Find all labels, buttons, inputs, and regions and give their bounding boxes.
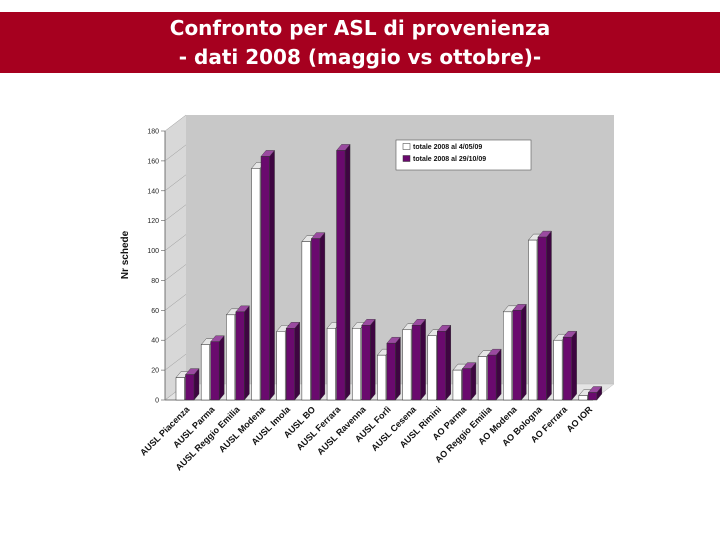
- bar-series2-side: [319, 232, 326, 401]
- slide-header: Confronto per ASL di provenienza - dati …: [0, 12, 720, 73]
- y-tick-label: 80: [151, 278, 159, 285]
- bar-series2-side: [445, 324, 451, 401]
- bar-series2-side: [370, 318, 376, 401]
- bar-series1-face: [301, 241, 311, 401]
- y-tick-label: 180: [147, 129, 159, 136]
- bar-series1-face: [477, 356, 487, 401]
- bar-series2-face: [285, 328, 295, 401]
- bar-series2-side: [546, 230, 552, 401]
- bar-series1-face: [226, 314, 236, 401]
- y-tick-label: 20: [151, 368, 159, 375]
- bar-series2: [285, 321, 301, 401]
- gridline-diagonal: [164, 324, 187, 341]
- bar-series1-face: [326, 328, 336, 401]
- bar-series2-side: [294, 321, 300, 401]
- bar-series2-side: [521, 303, 527, 401]
- y-tick-label: 120: [147, 218, 159, 225]
- bar-series2-side: [344, 143, 351, 401]
- bar-series2-face: [235, 311, 245, 401]
- gridline-diagonal: [164, 204, 187, 221]
- y-tick-label: 40: [151, 338, 159, 345]
- bar-series1-face: [452, 369, 462, 401]
- slide-title-line1: Confronto per ASL di provenienza: [169, 16, 551, 40]
- bar-series1-face: [251, 168, 261, 401]
- legend-box: [395, 139, 532, 171]
- gridline-diagonal: [164, 174, 187, 191]
- bar-series2-face: [562, 336, 572, 401]
- gridline-diagonal: [164, 294, 187, 311]
- legend-swatch: [402, 155, 411, 162]
- bar-series2: [436, 324, 452, 401]
- gridline-diagonal: [164, 144, 187, 162]
- bar-series2-face: [311, 238, 321, 401]
- bar-series2: [260, 149, 275, 401]
- bar-series2: [210, 335, 225, 401]
- gridline-diagonal: [164, 114, 187, 132]
- bar-series2: [361, 318, 376, 401]
- bar-series2: [386, 336, 401, 401]
- chart-side-wall: [165, 115, 186, 400]
- bar-series1-face: [351, 328, 361, 401]
- bar-series1-face: [377, 354, 387, 401]
- bar-series1-face: [427, 335, 437, 401]
- legend-swatch: [402, 143, 411, 150]
- y-tick-label: 160: [147, 158, 159, 165]
- bar-series2: [310, 232, 326, 401]
- bar-series2-face: [588, 392, 598, 401]
- bar-series2-face: [411, 325, 421, 401]
- gridline-diagonal: [164, 353, 187, 371]
- bar-series2-face: [361, 325, 371, 401]
- bar-series2-side: [269, 149, 275, 401]
- y-tick-label: 60: [151, 308, 159, 315]
- bar-series2-side: [420, 318, 426, 401]
- bar-series2-face: [512, 310, 522, 401]
- legend-label: totale 2008 al 4/05/09: [413, 144, 482, 151]
- legend-label: totale 2008 al 29/10/09: [413, 156, 486, 163]
- bar-series1-face: [553, 339, 563, 401]
- gridline-diagonal: [164, 264, 187, 281]
- slide-title-line2: - dati 2008 (maggio vs ottobre)-: [178, 45, 542, 69]
- bar-series2-face: [386, 342, 396, 401]
- bar-series1-face: [200, 344, 210, 401]
- bar-series1-face: [503, 311, 513, 401]
- y-tick-label: 140: [147, 188, 159, 195]
- bar-series2: [462, 362, 477, 401]
- bar-series2: [537, 230, 552, 401]
- bar-series2-side: [495, 348, 502, 401]
- bar-series1-face: [276, 331, 286, 401]
- bar-series2-face: [185, 374, 195, 401]
- bar-series2: [235, 305, 250, 401]
- y-axis-label: Nr schede: [120, 230, 131, 279]
- bar-series2: [562, 330, 578, 401]
- bar-series2-face: [487, 354, 497, 401]
- y-tick-label: 0: [155, 398, 159, 405]
- bar-series2-face: [336, 150, 346, 401]
- x-category-label: AO IOR: [565, 404, 595, 434]
- bar-series2-side: [395, 336, 401, 401]
- bar-series2-face: [437, 331, 447, 401]
- bar-series1-face: [175, 377, 185, 401]
- bar-series2-side: [470, 362, 477, 401]
- bar-series1-face: [578, 395, 588, 401]
- bar-series2: [587, 385, 603, 401]
- bar-series2-face: [462, 368, 472, 401]
- gridline-diagonal: [164, 234, 187, 251]
- y-tick-label: 100: [147, 248, 159, 255]
- bar-series2-face: [537, 236, 547, 401]
- bar-series2-side: [244, 305, 250, 401]
- bar-series2: [185, 368, 200, 401]
- bar-series2: [336, 143, 351, 401]
- bar-series2-face: [210, 341, 220, 401]
- bar-series1-face: [528, 239, 538, 401]
- bar-series2-face: [260, 156, 270, 401]
- bar-series1-face: [402, 329, 412, 401]
- bar-series2: [487, 348, 502, 401]
- bar-series2: [512, 303, 527, 401]
- bar-series2: [411, 318, 427, 401]
- bar-series2-side: [571, 330, 577, 401]
- bar-series2-side: [218, 335, 225, 401]
